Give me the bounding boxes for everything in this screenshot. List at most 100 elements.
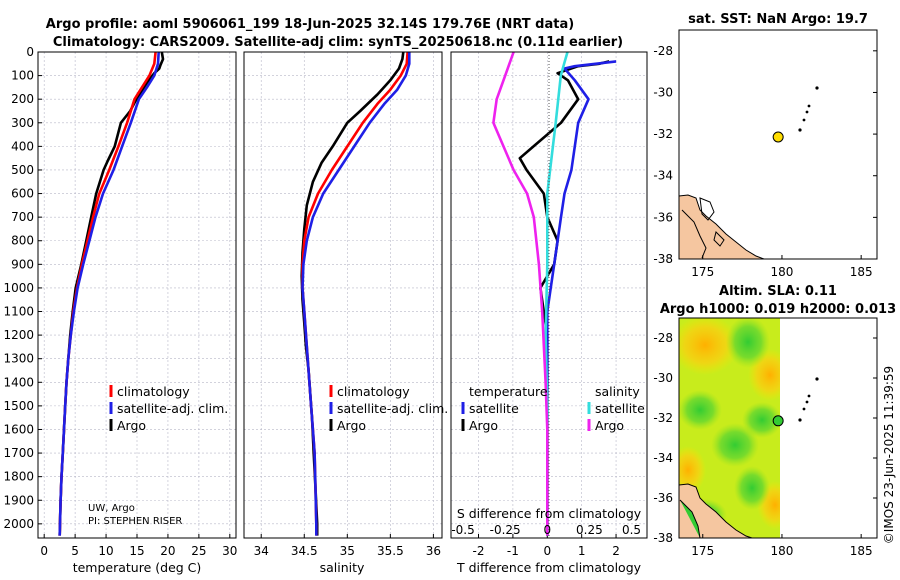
imos-timestamp: ©IMOS 23-Jun-2025 11:39:59: [882, 366, 896, 544]
legend-climatology: climatology: [117, 384, 190, 399]
map-y-tick-label: -32: [653, 411, 673, 425]
x-tick-label: 15: [129, 544, 144, 558]
legend-argo: Argo: [337, 418, 366, 433]
x-tick-label: 25: [191, 544, 206, 558]
y-tick-label: 500: [11, 163, 34, 177]
y-tick-label: 2000: [3, 517, 34, 531]
map-y-tick-label: -28: [653, 44, 673, 58]
y-tick-label: 200: [11, 92, 34, 106]
legend-satellite-adj: satellite-adj. clim.: [117, 401, 228, 416]
sla-map-panel: Altim. SLA: 0.11 Argo h1000: 0.019 h2000…: [653, 284, 896, 558]
series-temperature-satellite: [545, 60, 617, 536]
x-tick-label: -1: [507, 544, 519, 558]
y-tick-label: 800: [11, 234, 34, 248]
y-tick-label: 1400: [3, 375, 34, 389]
kermadec-islands: [798, 86, 819, 132]
map-y-tick-label: -30: [653, 85, 673, 99]
x-tick-label: 0: [40, 544, 48, 558]
difference-panel: -2 -1 0 1 2 T difference from climatology S …: [450, 51, 648, 575]
s-diff-tick-label: 0: [543, 523, 551, 537]
x-tick-label: 34.5: [291, 544, 318, 558]
legend-climatology: climatology: [337, 384, 410, 399]
x-tick-label: 5: [71, 544, 79, 558]
y-tick-label: 700: [11, 210, 34, 224]
x-tick-label: 36: [426, 544, 441, 558]
legend-argo: Argo: [117, 418, 146, 433]
figure-title-line-1: Argo profile: aoml 5906061_199 18-Jun-20…: [46, 17, 574, 32]
x-tick-label: 30: [222, 544, 237, 558]
x-tick-label: 34: [254, 544, 269, 558]
argo-float-marker: [772, 131, 784, 143]
salinity-axis-label: salinity: [320, 560, 365, 575]
y-tick-label: 1800: [3, 470, 34, 484]
series-satellite-adj-clim-: [301, 52, 411, 536]
map-y-tick-label: -38: [653, 531, 673, 545]
x-tick-label: 35.5: [377, 544, 404, 558]
y-tick-label: 600: [11, 187, 34, 201]
map-x-tick-label: 175: [691, 544, 714, 558]
s-diff-tick-label: -0.5: [451, 523, 474, 537]
map-x-tick-label: 185: [850, 544, 873, 558]
sst-map-panel: sat. SST: NaN Argo: 19.7 175 180 185 -28 -30…: [653, 12, 878, 279]
map-y-tick-label: -38: [653, 252, 673, 266]
credit-institution: UW, Argo: [88, 503, 135, 514]
s-diff-tick-label: 0.25: [576, 523, 603, 537]
salinity-panel: 34 34.5 35 35.5 36 salinity climatology sate…: [243, 51, 448, 575]
temperature-panel: 0100200300400500600700800900100011001200…: [3, 45, 237, 575]
y-tick-label: 1200: [3, 328, 34, 342]
s-diff-tick-label: 0.5: [622, 523, 641, 537]
sla-heatmap: [679, 318, 780, 538]
y-tick-label: 1700: [3, 446, 34, 460]
temperature-axis-label: temperature (deg C): [73, 560, 202, 575]
map-y-tick-label: -36: [653, 491, 673, 505]
kermadec-islands: [798, 377, 819, 422]
map-y-tick-label: -34: [653, 169, 673, 183]
credit-pi: PI: STEPHEN RISER: [88, 516, 182, 527]
sst-map-title: sat. SST: NaN Argo: 19.7: [688, 12, 868, 27]
series-satellite-adj-clim-: [58, 51, 160, 536]
y-tick-label: 1900: [3, 493, 34, 507]
x-tick-label: 1: [578, 544, 586, 558]
map-x-tick-label: 180: [771, 544, 794, 558]
map-y-tick-label: -32: [653, 127, 673, 141]
map-x-tick-label: 180: [771, 265, 794, 279]
t-difference-axis-label: T difference from climatology: [456, 560, 642, 575]
difference-legend: temperature salinity satellite Argo sate…: [461, 384, 645, 433]
y-tick-label: 300: [11, 116, 34, 130]
y-tick-label: 100: [11, 69, 34, 83]
s-diff-tick-label: -0.25: [490, 523, 521, 537]
series-salinity-argo: [492, 51, 549, 536]
y-tick-label: 1300: [3, 352, 34, 366]
legend-temp-argo: Argo: [469, 418, 498, 433]
salinity-legend: climatology satellite-adj. clim. Argo: [329, 384, 448, 433]
x-tick-label: 35: [340, 544, 355, 558]
x-tick-label: 10: [98, 544, 113, 558]
series-temperature-argo: [518, 60, 610, 536]
argo-float-marker: [772, 415, 784, 427]
y-tick-label: 900: [11, 257, 34, 271]
legend-sal-satellite: satellite: [595, 401, 645, 416]
y-tick-label: 1100: [3, 305, 34, 319]
x-tick-label: 2: [612, 544, 620, 558]
x-tick-label: 20: [160, 544, 175, 558]
legend-satellite-adj: satellite-adj. clim.: [337, 401, 448, 416]
sla-map-subtitle: Argo h1000: 0.019 h2000: 0.013: [660, 302, 896, 317]
map-x-tick-label: 185: [850, 265, 873, 279]
sla-map-title: Altim. SLA: 0.11: [719, 284, 837, 299]
legend-sal-argo: Argo: [595, 418, 624, 433]
map-y-tick-label: -28: [653, 331, 673, 345]
y-tick-label: 1000: [3, 281, 34, 295]
x-tick-label: -2: [473, 544, 485, 558]
legend-temperature-heading: temperature: [469, 384, 548, 399]
y-tick-label: 0: [26, 45, 34, 59]
map-y-tick-label: -34: [653, 451, 673, 465]
x-tick-label: 0: [543, 544, 551, 558]
legend-salinity-heading: salinity: [595, 384, 640, 399]
y-tick-label: 400: [11, 139, 34, 153]
legend-temp-satellite: satellite: [469, 401, 519, 416]
map-x-tick-label: 175: [691, 265, 714, 279]
y-tick-label: 1500: [3, 399, 34, 413]
s-difference-axis-label: S difference from climatology: [457, 506, 642, 521]
figure-title-line-2: Climatology: CARS2009. Satellite-adj cli…: [53, 35, 623, 50]
